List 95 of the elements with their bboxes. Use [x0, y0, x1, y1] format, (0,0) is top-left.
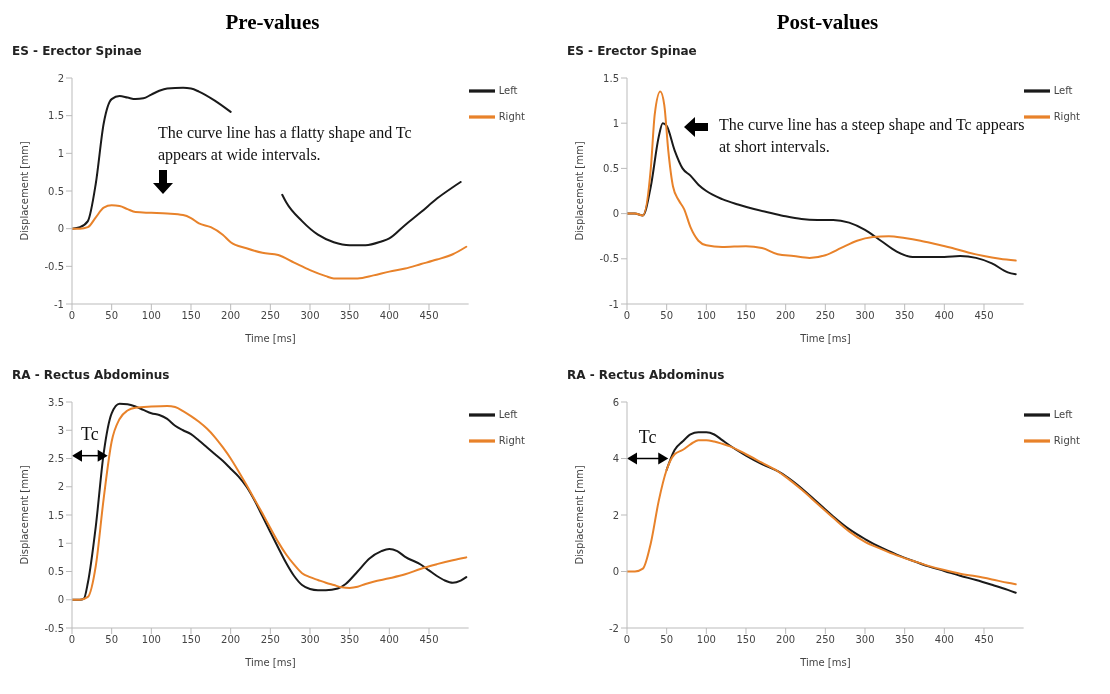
y-tick-label: -0.5	[44, 622, 64, 634]
x-tick-label: 150	[181, 634, 201, 646]
y-tick-label: 0	[612, 566, 619, 578]
x-tick-label: 50	[105, 634, 119, 646]
line-series	[72, 204, 468, 280]
y-tick-label: 0.5	[48, 566, 64, 578]
x-tick-label: 450	[974, 310, 994, 322]
x-tick-label: 100	[141, 310, 161, 322]
legend-label: Left	[498, 85, 518, 96]
x-tick-label: 450	[419, 634, 439, 646]
x-tick-label: 50	[660, 310, 674, 322]
x-tick-label: 0	[68, 310, 76, 322]
x-tick-label: 0	[623, 634, 631, 646]
x-tick-label: 350	[895, 310, 915, 322]
y-tick-label: 1	[57, 147, 64, 159]
y-tick-label: 2	[57, 481, 64, 493]
x-tick-label: 0	[68, 634, 76, 646]
y-axis-title: Displacement [mm]	[573, 465, 585, 565]
legend-label: Left	[498, 409, 518, 420]
x-tick-label: 100	[696, 310, 716, 322]
x-tick-label: 400	[379, 310, 399, 322]
x-tick-label: 200	[221, 310, 241, 322]
x-tick-label: 450	[419, 310, 439, 322]
chart-subtitle: ES - Erector Spinae	[566, 44, 698, 60]
y-tick-label: -0.5	[599, 253, 619, 265]
y-tick-label: 3.5	[48, 396, 64, 408]
y-tick-label: 3	[57, 424, 64, 436]
x-tick-label: 400	[934, 634, 954, 646]
x-tick-label: 350	[340, 310, 360, 322]
x-tick-label: 400	[379, 634, 399, 646]
x-tick-label: 350	[340, 634, 360, 646]
y-tick-label: 2.5	[48, 453, 64, 465]
y-axis-title: Displacement [mm]	[18, 465, 30, 565]
y-tick-label: -1	[609, 298, 619, 310]
x-tick-label: 300	[300, 310, 320, 322]
annotation: The curve line has a flatty shape and Tc appears at wide intervals.	[157, 123, 413, 166]
x-tick-label: 100	[141, 634, 161, 646]
legend-label: Right	[1053, 435, 1080, 446]
line-series	[665, 431, 1017, 594]
y-tick-label: 2	[57, 72, 64, 84]
x-axis-title: Time [ms]	[244, 333, 296, 344]
x-tick-label: 300	[300, 634, 320, 646]
chart-subtitle: ES - Erector Spinae	[11, 44, 143, 60]
y-tick-label: 1	[612, 117, 619, 129]
x-axis-title: Time [ms]	[244, 657, 296, 668]
y-tick-label: 1.5	[48, 509, 64, 521]
y-tick-label: 4	[612, 453, 619, 465]
y-tick-label: 1.5	[48, 110, 64, 122]
chart-title: RA - Rectus Abdominus	[566, 368, 726, 384]
x-axis-title: Time [ms]	[799, 333, 851, 344]
legend-label: Left	[1053, 409, 1073, 420]
legend-label: Right	[498, 111, 525, 122]
x-tick-label: 450	[974, 634, 994, 646]
x-tick-label: 200	[776, 310, 796, 322]
x-tick-label: 50	[105, 310, 119, 322]
x-axis-title: Time [ms]	[799, 657, 851, 668]
x-tick-label: 350	[895, 634, 915, 646]
legend-label: Right	[498, 435, 525, 446]
y-axis-title: Displacement [mm]	[18, 141, 30, 241]
y-axis-title: Displacement [mm]	[573, 141, 585, 241]
x-tick-label: 0	[623, 310, 631, 322]
x-tick-label: 50	[660, 634, 674, 646]
y-tick-label: 0	[57, 223, 64, 235]
x-tick-label: 150	[736, 310, 756, 322]
y-tick-label: 0.5	[603, 162, 619, 174]
x-tick-label: 150	[736, 634, 756, 646]
x-tick-label: 250	[815, 634, 835, 646]
chart-title: Post-values	[775, 9, 880, 36]
y-tick-label: 2	[612, 509, 619, 521]
x-tick-label: 250	[260, 634, 280, 646]
legend-label: Right	[1053, 111, 1080, 122]
chart-title: RA - Rectus Abdominus	[11, 368, 171, 384]
x-tick-label: 200	[776, 634, 796, 646]
x-tick-label: 300	[855, 634, 875, 646]
annotation: Tc	[638, 426, 657, 447]
x-tick-label: 400	[934, 310, 954, 322]
y-tick-label: 0	[612, 208, 619, 220]
y-tick-label: 1	[57, 537, 64, 549]
y-tick-label: -0.5	[44, 260, 64, 272]
y-tick-label: 0.5	[48, 185, 64, 197]
legend-label: Left	[1053, 85, 1073, 96]
y-tick-label: 0	[57, 594, 64, 606]
x-tick-label: 250	[260, 310, 280, 322]
chart-title: Pre-values	[224, 9, 321, 36]
x-tick-label: 150	[181, 310, 201, 322]
x-tick-label: 200	[221, 634, 241, 646]
annotation: Tc	[80, 423, 99, 444]
y-tick-label: -2	[609, 622, 619, 634]
annotation: The curve line has a steep shape and Tc appears at short intervals.	[718, 115, 1026, 157]
y-tick-label: 1.5	[603, 72, 619, 84]
y-tick-label: 6	[612, 396, 619, 408]
x-tick-label: 300	[855, 310, 875, 322]
x-tick-label: 250	[815, 310, 835, 322]
y-tick-label: -1	[54, 298, 64, 310]
x-tick-label: 100	[696, 634, 716, 646]
